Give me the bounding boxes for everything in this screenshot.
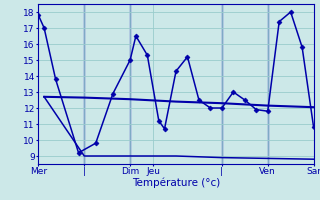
X-axis label: Température (°c): Température (°c) xyxy=(132,178,220,188)
